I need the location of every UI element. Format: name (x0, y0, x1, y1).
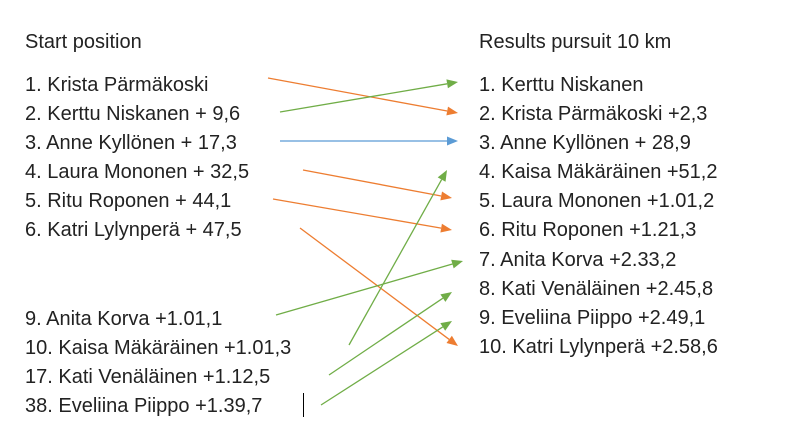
arrow-line (328, 297, 444, 376)
start-entry: 4. Laura Mononen + 32,5 (25, 161, 250, 183)
arrow-line (272, 198, 442, 229)
result-entry: 1. Kerttu Niskanen (479, 74, 644, 96)
result-entry: 7. Anita Korva +2.33,2 (479, 249, 677, 271)
arrow-line (348, 179, 443, 346)
start-position-heading: Start position (25, 31, 142, 53)
arrow-head (446, 106, 458, 116)
result-entry: 3. Anne Kyllönen + 28,9 (479, 132, 691, 154)
result-entry: 2. Krista Pärmäkoski +2,3 (479, 103, 708, 125)
arrow-line (320, 326, 444, 406)
text-cursor (303, 393, 304, 417)
arrow-head (446, 79, 458, 89)
start-entry: 9. Anita Korva +1.01,1 (25, 308, 223, 330)
result-entry: 10. Katri Lylynperä +2.58,6 (479, 336, 718, 358)
arrow-head (447, 136, 458, 146)
start-entry: 3. Anne Kyllönen + 17,3 (25, 132, 237, 154)
arrow-head (451, 259, 463, 269)
start-entry: 17. Kati Venäläinen +1.12,5 (25, 366, 271, 388)
arrow-head (440, 321, 452, 331)
arrow-line (275, 263, 453, 316)
start-entry: 2. Kerttu Niskanen + 9,6 (25, 103, 241, 125)
arrow-head (437, 170, 447, 182)
result-entry: 9. Eveliina Piippo +2.49,1 (479, 307, 706, 329)
arrow-head (440, 223, 452, 233)
arrow-line (279, 83, 448, 113)
arrow-line (302, 169, 442, 197)
start-entry: 6. Katri Lylynperä + 47,5 (25, 219, 242, 241)
arrow-line (299, 227, 450, 340)
start-entry: 38. Eveliina Piippo +1.39,7 (25, 395, 263, 417)
arrow-head (440, 292, 452, 302)
start-entry: 1. Krista Pärmäkoski (25, 74, 209, 96)
result-entry: 6. Ritu Roponen +1.21,3 (479, 219, 697, 241)
result-entry: 8. Kati Venäläinen +2.45,8 (479, 278, 714, 300)
start-entry: 5. Ritu Roponen + 44,1 (25, 190, 232, 212)
results-heading: Results pursuit 10 km (479, 31, 672, 53)
result-entry: 4. Kaisa Mäkäräinen +51,2 (479, 161, 718, 183)
arrow-head (440, 191, 452, 201)
arrow-head (446, 335, 458, 346)
start-entry: 10. Kaisa Mäkäräinen +1.01,3 (25, 337, 292, 359)
result-entry: 5. Laura Mononen +1.01,2 (479, 190, 715, 212)
arrow-line (267, 77, 448, 112)
